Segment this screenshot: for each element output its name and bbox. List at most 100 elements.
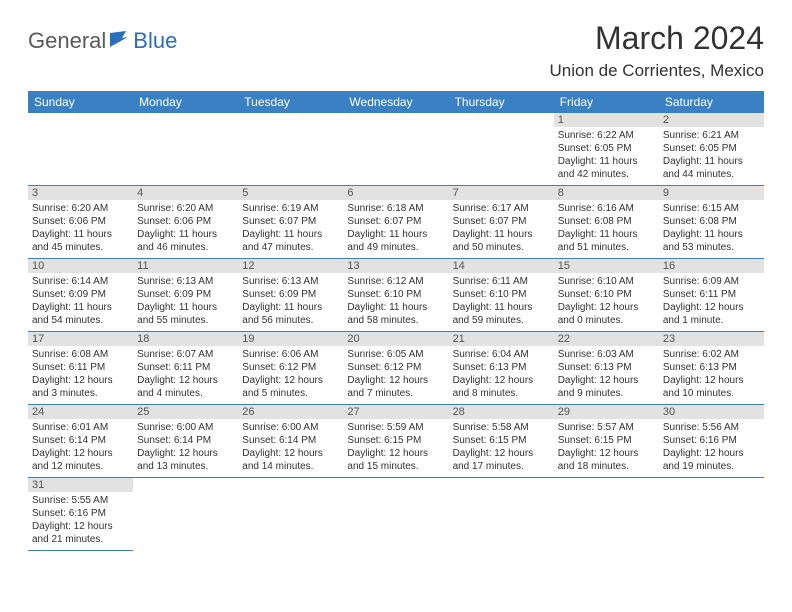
daylight-line: Daylight: 12 hours and 15 minutes. (347, 447, 444, 473)
sunset-line: Sunset: 6:11 PM (137, 361, 234, 374)
sunrise-line: Sunrise: 5:56 AM (663, 421, 760, 434)
sunrise-line: Sunrise: 6:00 AM (242, 421, 339, 434)
day-details: Sunrise: 6:11 AMSunset: 6:10 PMDaylight:… (453, 275, 550, 327)
calendar-day: 6Sunrise: 6:18 AMSunset: 6:07 PMDaylight… (343, 186, 448, 259)
day-details: Sunrise: 6:12 AMSunset: 6:10 PMDaylight:… (347, 275, 444, 327)
day-details: Sunrise: 6:20 AMSunset: 6:06 PMDaylight:… (32, 202, 129, 254)
day-number: 14 (449, 259, 554, 273)
sunrise-line: Sunrise: 6:20 AM (32, 202, 129, 215)
calendar-day: 7 Sunrise: 6:17 AMSunset: 6:07 PMDaylight… (449, 186, 554, 259)
daylight-line: Daylight: 12 hours and 9 minutes. (558, 374, 655, 400)
sunset-line: Sunset: 6:06 PM (137, 215, 234, 228)
calendar-week: 24Sunrise: 6:01 AMSunset: 6:14 PMDayligh… (28, 405, 764, 478)
day-details: Sunrise: 6:03 AMSunset: 6:13 PMDaylight:… (558, 348, 655, 400)
sunset-line: Sunset: 6:05 PM (663, 142, 760, 155)
sunset-line: Sunset: 6:14 PM (32, 434, 129, 447)
sunset-line: Sunset: 6:15 PM (558, 434, 655, 447)
day-number: 16 (659, 259, 764, 273)
calendar-day: 21 Sunrise: 6:04 AMSunset: 6:13 PMDayligh… (449, 332, 554, 405)
weekday-header: Sunday (28, 91, 133, 113)
weekday-header: Thursday (449, 91, 554, 113)
day-number: 2 (659, 113, 764, 127)
sunrise-line: Sunrise: 6:21 AM (663, 129, 760, 142)
day-number: 23 (659, 332, 764, 346)
calendar-day: 14 Sunrise: 6:11 AMSunset: 6:10 PMDayligh… (449, 259, 554, 332)
day-details: Sunrise: 6:17 AMSunset: 6:07 PMDaylight:… (453, 202, 550, 254)
header: General Blue March 2024 Union de Corrien… (28, 20, 764, 81)
daylight-line: Daylight: 12 hours and 3 minutes. (32, 374, 129, 400)
daylight-line: Daylight: 12 hours and 18 minutes. (558, 447, 655, 473)
sunset-line: Sunset: 6:12 PM (347, 361, 444, 374)
calendar-day: 8Sunrise: 6:16 AMSunset: 6:08 PMDaylight… (554, 186, 659, 259)
calendar-day: 4Sunrise: 6:20 AMSunset: 6:06 PMDaylight… (133, 186, 238, 259)
day-details: Sunrise: 6:19 AMSunset: 6:07 PMDaylight:… (242, 202, 339, 254)
sunset-line: Sunset: 6:15 PM (453, 434, 550, 447)
day-number: 12 (238, 259, 343, 273)
calendar-day: 1Sunrise: 6:22 AMSunset: 6:05 PMDaylight… (554, 113, 659, 186)
calendar-empty (28, 113, 133, 186)
sunrise-line: Sunrise: 6:03 AM (558, 348, 655, 361)
sunset-line: Sunset: 6:10 PM (558, 288, 655, 301)
calendar-day: 25Sunrise: 6:00 AMSunset: 6:14 PMDayligh… (133, 405, 238, 478)
daylight-line: Daylight: 12 hours and 1 minute. (663, 301, 760, 327)
daylight-line: Daylight: 11 hours and 56 minutes. (242, 301, 339, 327)
calendar-empty (659, 478, 764, 551)
sunrise-line: Sunrise: 6:02 AM (663, 348, 760, 361)
sunset-line: Sunset: 6:07 PM (347, 215, 444, 228)
daylight-line: Daylight: 11 hours and 46 minutes. (137, 228, 234, 254)
sunrise-line: Sunrise: 6:06 AM (242, 348, 339, 361)
sunset-line: Sunset: 6:12 PM (242, 361, 339, 374)
daylight-line: Daylight: 12 hours and 19 minutes. (663, 447, 760, 473)
daylight-line: Daylight: 11 hours and 45 minutes. (32, 228, 129, 254)
day-details: Sunrise: 5:55 AMSunset: 6:16 PMDaylight:… (32, 494, 129, 546)
calendar-empty (133, 113, 238, 186)
day-details: Sunrise: 5:58 AMSunset: 6:15 PMDaylight:… (453, 421, 550, 473)
day-number: 9 (659, 186, 764, 200)
sunset-line: Sunset: 6:13 PM (663, 361, 760, 374)
daylight-line: Daylight: 11 hours and 51 minutes. (558, 228, 655, 254)
sunset-line: Sunset: 6:11 PM (32, 361, 129, 374)
daylight-line: Daylight: 12 hours and 5 minutes. (242, 374, 339, 400)
day-number: 21 (449, 332, 554, 346)
day-details: Sunrise: 6:15 AMSunset: 6:08 PMDaylight:… (663, 202, 760, 254)
calendar-day: 17Sunrise: 6:08 AMSunset: 6:11 PMDayligh… (28, 332, 133, 405)
day-number: 19 (238, 332, 343, 346)
calendar-empty (449, 113, 554, 186)
calendar-day: 24Sunrise: 6:01 AMSunset: 6:14 PMDayligh… (28, 405, 133, 478)
day-number: 7 (449, 186, 554, 200)
daylight-line: Daylight: 11 hours and 42 minutes. (558, 155, 655, 181)
location: Union de Corrientes, Mexico (550, 61, 764, 81)
daylight-line: Daylight: 11 hours and 55 minutes. (137, 301, 234, 327)
sunrise-line: Sunrise: 6:00 AM (137, 421, 234, 434)
day-details: Sunrise: 6:00 AMSunset: 6:14 PMDaylight:… (242, 421, 339, 473)
daylight-line: Daylight: 12 hours and 14 minutes. (242, 447, 339, 473)
weekday-header: Monday (133, 91, 238, 113)
day-number: 8 (554, 186, 659, 200)
sunset-line: Sunset: 6:08 PM (558, 215, 655, 228)
day-details: Sunrise: 6:22 AMSunset: 6:05 PMDaylight:… (558, 129, 655, 181)
day-number: 17 (28, 332, 133, 346)
day-details: Sunrise: 5:56 AMSunset: 6:16 PMDaylight:… (663, 421, 760, 473)
calendar-day: 3Sunrise: 6:20 AMSunset: 6:06 PMDaylight… (28, 186, 133, 259)
calendar-empty (343, 478, 448, 551)
weekday-header: Saturday (659, 91, 764, 113)
calendar-table: SundayMondayTuesdayWednesdayThursdayFrid… (28, 91, 764, 551)
day-details: Sunrise: 6:05 AMSunset: 6:12 PMDaylight:… (347, 348, 444, 400)
sunset-line: Sunset: 6:14 PM (242, 434, 339, 447)
day-number: 4 (133, 186, 238, 200)
day-details: Sunrise: 6:04 AMSunset: 6:13 PMDaylight:… (453, 348, 550, 400)
weekday-header: Friday (554, 91, 659, 113)
calendar-header: SundayMondayTuesdayWednesdayThursdayFrid… (28, 91, 764, 113)
logo-text-blue: Blue (133, 28, 177, 54)
calendar-day: 11Sunrise: 6:13 AMSunset: 6:09 PMDayligh… (133, 259, 238, 332)
sunrise-line: Sunrise: 6:15 AM (663, 202, 760, 215)
sunrise-line: Sunrise: 6:05 AM (347, 348, 444, 361)
sunset-line: Sunset: 6:06 PM (32, 215, 129, 228)
day-details: Sunrise: 6:18 AMSunset: 6:07 PMDaylight:… (347, 202, 444, 254)
calendar-body: 1Sunrise: 6:22 AMSunset: 6:05 PMDaylight… (28, 113, 764, 551)
logo-text-general: General (28, 28, 106, 54)
day-number: 5 (238, 186, 343, 200)
daylight-line: Daylight: 12 hours and 13 minutes. (137, 447, 234, 473)
day-details: Sunrise: 5:59 AMSunset: 6:15 PMDaylight:… (347, 421, 444, 473)
daylight-line: Daylight: 12 hours and 12 minutes. (32, 447, 129, 473)
